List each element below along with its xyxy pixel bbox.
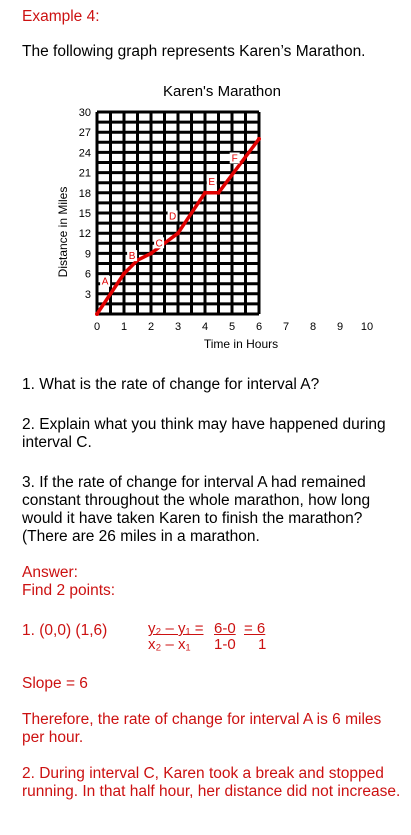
segment-label: C [155,238,162,249]
segment-label: E [208,177,215,188]
x-axis-label: Time in Hours [204,337,278,351]
y-axis-label: Distance in Miles [56,187,70,278]
y-tick-label: 18 [79,188,91,200]
x-tick-label: 10 [361,321,373,333]
data-point [257,136,261,141]
y-tick-label: 9 [85,248,91,260]
x-tick-labels: 0 1 2 3 4 5 6 7 8 9 10 [94,321,373,333]
y-tick-label: 3 [85,289,91,301]
segment-label-bg [229,152,240,164]
segment-label-bg [100,275,111,287]
chart-grid [95,110,261,316]
y-tick-label: 30 [79,107,91,119]
x-tick-label: 9 [337,321,343,333]
x-tick-label: 0 [94,321,100,333]
segment-label-bg [167,210,178,222]
y-tick-label: 12 [79,228,91,240]
y-tick-label: 27 [79,127,91,139]
x-tick-label: 7 [283,321,289,333]
segment-label: F [232,153,238,164]
x-tick-label: 8 [310,321,316,333]
data-point [203,190,207,195]
segment-label-bg [206,176,217,188]
calc-denominator: 1-0 [214,636,236,653]
answer-step2: 2. During interval C, Karen took a break… [22,765,401,800]
chart-title: Karen's Marathon [163,83,281,100]
segment-label: B [129,251,136,262]
data-point [122,271,126,276]
formula-numerator: y₂ – y₁ = [148,620,204,637]
y-tick-label: 21 [79,168,91,180]
x-tick-label: 1 [121,321,127,333]
intro-text: The following graph represents Karen’s M… [22,43,366,60]
step1-points: 1. (0,0) (1,6) [22,622,108,639]
answer-label: Answer: [22,564,78,581]
question-3: 3. If the rate of change for interval A … [22,474,371,545]
y-tick-label: 6 [85,269,91,281]
data-point [95,312,99,316]
find-points-text: Find 2 points: [22,582,116,599]
x-tick-label: 4 [202,321,208,333]
x-tick-label: 2 [148,321,154,333]
calc-numerator: 6-0 [214,620,236,637]
series-line [95,137,261,315]
result-numerator: = 6 [244,620,266,637]
data-point [176,231,180,236]
y-tick-labels: 3 6 9 12 15 18 21 24 27 30 [79,107,91,301]
x-tick-label: 3 [175,321,181,333]
segment-label-bg [154,237,165,249]
question-1: 1. What is the rate of change for interv… [22,376,320,393]
result-denominator: 1 [258,636,267,653]
example-label: Example 4: [22,8,100,25]
y-tick-label: 15 [79,208,91,220]
segment-labels: A B C D E F [100,152,240,288]
slope-text: Slope = 6 [22,675,88,692]
therefore-text: Therefore, the rate of change for interv… [22,711,382,746]
x-tick-label: 5 [229,321,235,333]
formula-denominator: x₂ – x₁ [148,636,191,653]
series-group [95,136,261,316]
y-tick-label: 24 [79,147,91,159]
segment-label: A [102,277,109,288]
question-2: 2. Explain what you think may have happe… [22,416,386,451]
segment-label: D [169,211,176,222]
data-point [149,251,153,256]
segment-label-bg [127,250,138,262]
x-tick-label: 6 [256,321,262,333]
data-point [216,190,221,195]
